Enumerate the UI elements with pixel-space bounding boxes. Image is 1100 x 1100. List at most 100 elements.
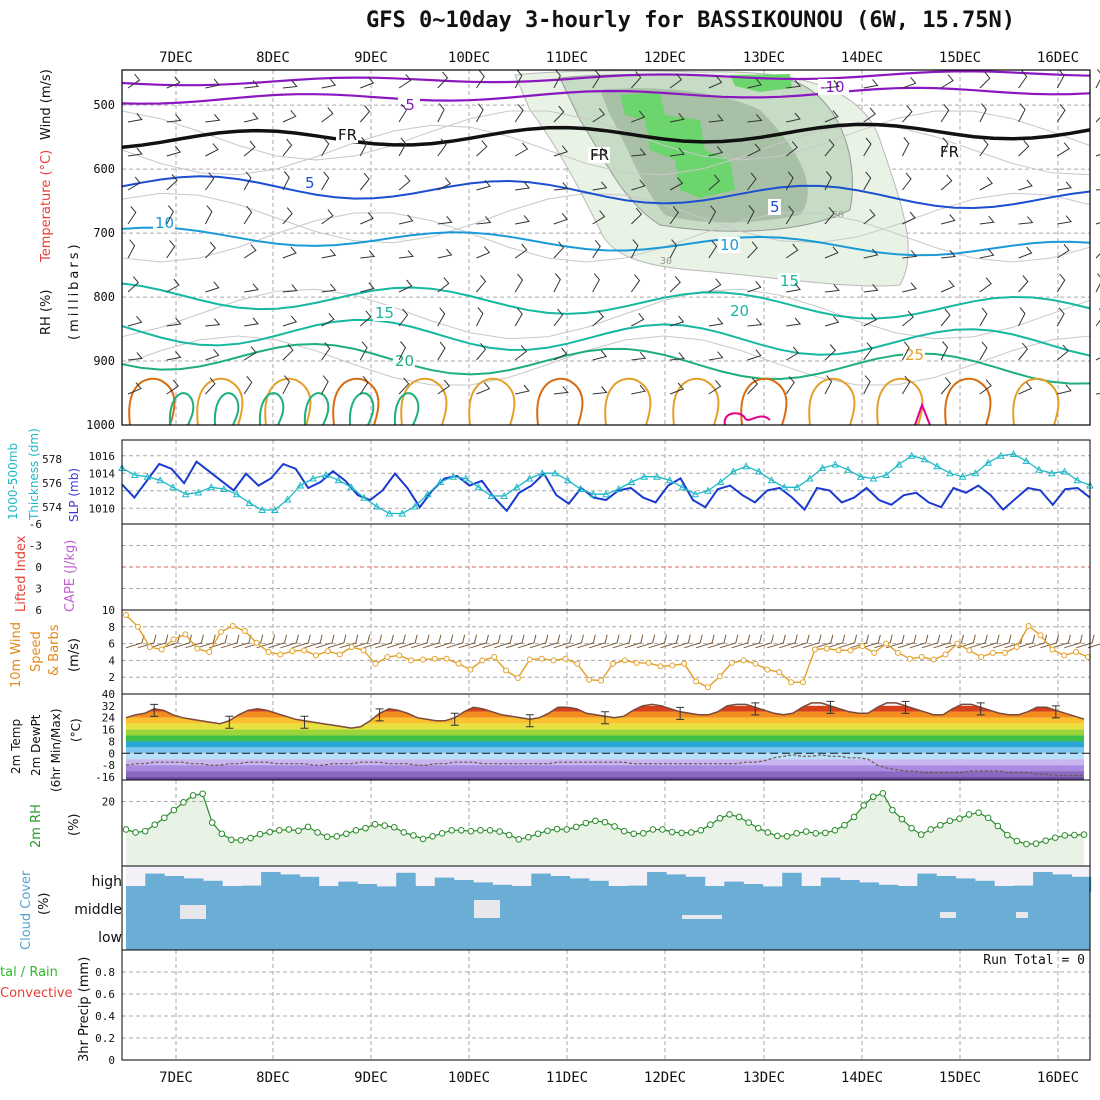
wind-barb: [127, 147, 143, 157]
slp-marker: [716, 477, 725, 485]
cloud-high-bar: [1013, 885, 1034, 892]
wind-barb: [708, 146, 724, 157]
temp-band: [126, 735, 1084, 742]
wind-barb: [786, 79, 802, 89]
minmax-bar: [150, 703, 159, 717]
wind-barb-10m: [969, 634, 988, 649]
cloud-high-bar: [898, 886, 918, 892]
wind-barb: [901, 341, 910, 361]
wind-barb: [979, 215, 995, 225]
minmax-bar: [225, 715, 234, 729]
ylabel-t2: 2m DewPt: [29, 714, 43, 776]
ylabel-cc1: Cloud Cover: [19, 870, 34, 950]
rh-marker: [611, 823, 618, 830]
wind-speed-marker: [586, 676, 593, 683]
rh-marker: [170, 806, 178, 814]
wind-barb-10m: [137, 634, 157, 649]
wind-speed-marker: [776, 669, 783, 676]
wind-barb: [553, 347, 568, 361]
contour-label-bg: [768, 199, 781, 215]
slp-marker: [729, 467, 738, 475]
wind-barb: [631, 148, 647, 157]
wind-barb: [1018, 139, 1030, 157]
wind-barb: [979, 379, 992, 395]
wind-speed-marker: [1025, 622, 1032, 629]
wind-barb-10m: [684, 634, 703, 649]
rh-marker: [228, 836, 235, 844]
slp-marker: [933, 462, 942, 470]
wind-speed-marker: [301, 647, 308, 654]
wind-barb: [863, 171, 872, 191]
wind-barb-10m: [802, 634, 822, 649]
date-label-top: 7DEC: [159, 50, 193, 66]
tick-label: 0.8: [95, 966, 115, 979]
slp-marker: [742, 462, 750, 470]
rh-label: 30: [660, 256, 672, 267]
wind-speed-marker: [621, 657, 628, 664]
cloud-high-bar: [241, 885, 262, 892]
tick-label: -3: [29, 540, 42, 553]
minmax-bar: [525, 714, 534, 728]
slp-marker: [653, 472, 661, 480]
wind-speed-marker: [277, 651, 284, 658]
wind-speed-marker: [562, 655, 569, 662]
rh-marker: [572, 823, 580, 831]
wind-speed-marker: [823, 645, 830, 652]
rh-marker: [754, 824, 762, 832]
rh-marker: [956, 815, 963, 823]
gray-contour: [121, 288, 1091, 340]
wind-barb-10m: [600, 634, 620, 649]
wind-barb: [514, 243, 528, 259]
slp-marker: [1047, 469, 1056, 477]
wind-barb: [166, 76, 181, 89]
slp-marker: [1060, 467, 1069, 475]
wind-barb: [321, 209, 334, 225]
cloud-label: middle: [74, 902, 122, 918]
slp-marker: [627, 477, 636, 485]
slp-marker: [958, 472, 967, 480]
tick-label: -16: [95, 771, 115, 784]
cloud-high-bar: [705, 886, 725, 892]
rh-marker: [582, 819, 590, 827]
contour-label: 20: [395, 352, 414, 370]
wind-barb: [747, 172, 757, 191]
temp-bands: [126, 702, 1084, 780]
ylabel-t3: (6hr Min/Max): [49, 709, 63, 793]
gray-contour: [121, 124, 1091, 176]
cloud-high-bar: [126, 886, 146, 892]
wind-barb: [863, 137, 872, 157]
tick-label: 10: [102, 604, 115, 617]
temp-contour-25: [740, 377, 788, 426]
wind-barb-10m: [494, 634, 513, 649]
wind-barb: [747, 241, 758, 259]
rh-marker: [1042, 837, 1049, 844]
wind-barb: [398, 214, 414, 225]
wind-barb-10m: [755, 634, 774, 649]
slp-marker: [143, 472, 152, 480]
wind-barb: [127, 176, 141, 191]
rh-marker: [984, 814, 992, 822]
wind-barb: [592, 108, 606, 123]
wind-barb: [514, 273, 524, 293]
temp-contour-green: [213, 392, 240, 426]
cloud-high-bar: [280, 874, 300, 892]
wind-barb-10m: [458, 634, 478, 649]
wind-barb: [243, 375, 253, 395]
tick-label: 0: [108, 1054, 115, 1067]
wind-barb: [359, 310, 372, 327]
slp-marker: [640, 472, 649, 480]
wind-barb: [437, 71, 449, 89]
panel-frame: [121, 439, 1091, 525]
wind-speed-line: [125, 614, 1089, 689]
rh-marker: [247, 834, 254, 842]
date-label-bottom: 14DEC: [841, 1070, 883, 1086]
contour-label-bg: [728, 303, 750, 319]
wind-barb: [979, 307, 988, 327]
ylabel-w2: Speed: [29, 631, 44, 672]
slp-marker: [194, 488, 203, 496]
ylabel-rh2: (%): [67, 814, 82, 837]
slp-marker: [220, 484, 228, 492]
slp-marker: [805, 474, 814, 482]
wind-barb: [979, 176, 993, 191]
wind-barb: [398, 308, 409, 327]
